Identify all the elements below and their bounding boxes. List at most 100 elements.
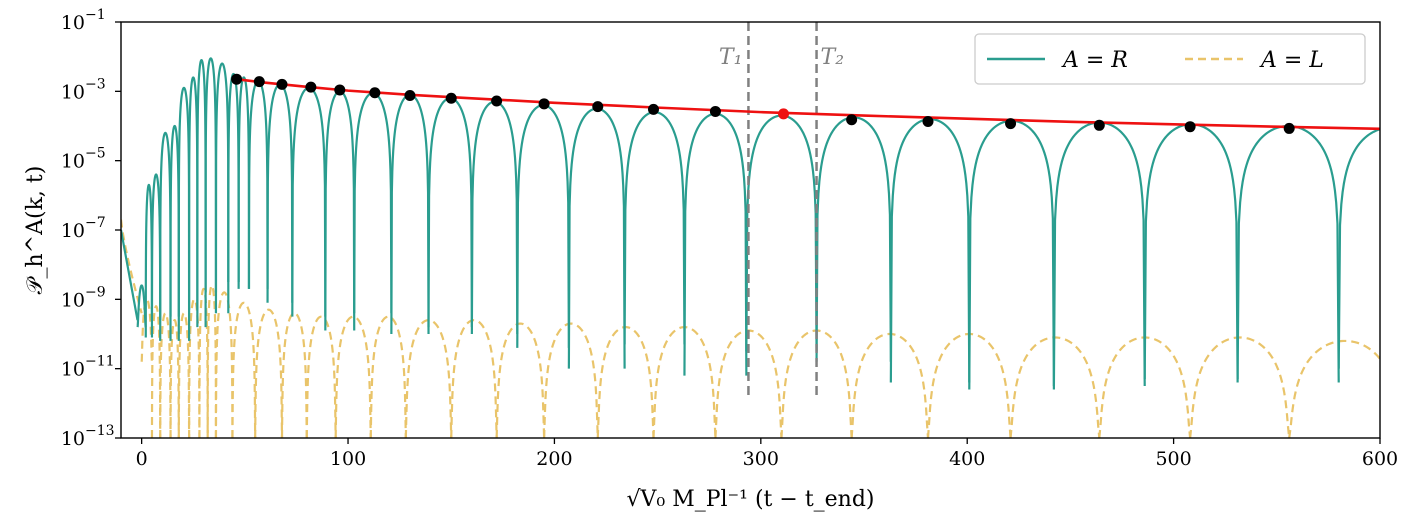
vertical-line-label: T₁: [719, 45, 743, 70]
y-tick-base: 10: [61, 428, 85, 450]
marker-black: [922, 115, 934, 127]
marker-black: [538, 98, 550, 110]
marker-black: [491, 95, 503, 107]
y-tick-exponent: −3: [85, 76, 106, 92]
legend-label: A = L: [1259, 48, 1324, 73]
marker-black: [231, 73, 243, 85]
x-tick-label: 100: [330, 448, 366, 470]
marker-black: [1283, 122, 1295, 134]
series-r-lobe: [227, 72, 240, 283]
series-r-lobe: [214, 62, 230, 314]
x-tick-label: 0: [136, 448, 148, 470]
x-tick-label: 400: [949, 448, 985, 470]
series-r-lobe: [177, 86, 191, 341]
marker-black: [445, 92, 457, 104]
y-tick-label: 10−13: [61, 423, 115, 450]
series-l-lobe: [254, 308, 284, 438]
marker-black: [709, 105, 721, 117]
y-tick-exponent: −7: [85, 215, 106, 231]
series-l-lobe: [140, 298, 154, 362]
series-r-lobe: [623, 111, 686, 345]
legend-box: [974, 33, 1366, 85]
legend-label: A = R: [1061, 48, 1128, 73]
series-l-lobe: [159, 312, 172, 438]
y-tick-exponent: −1: [85, 7, 106, 23]
series-l-lobe: [177, 312, 191, 438]
series-r: [121, 57, 1380, 390]
series-r-lobe: [353, 91, 393, 314]
series-r-initial-segment: [121, 229, 139, 321]
y-tick-base: 10: [61, 289, 85, 311]
marker-black: [276, 78, 288, 90]
y-tick-exponent: −13: [85, 423, 115, 439]
y-tick-label: 10−7: [61, 215, 106, 242]
series-r-lobe: [889, 117, 971, 383]
series-l-lobe: [369, 315, 407, 438]
marker-black: [369, 87, 381, 99]
marker-black: [647, 103, 659, 115]
marker-black: [846, 114, 858, 126]
vertical-line-label: T₂: [821, 45, 845, 70]
legend: A = R A = L: [974, 33, 1366, 85]
marker-black: [592, 101, 604, 113]
series-l-lobe: [404, 319, 453, 438]
series-r-lobe: [204, 57, 218, 293]
x-tick-label: 300: [743, 448, 779, 470]
series-r-lobe: [136, 284, 147, 328]
marker-black: [404, 89, 416, 101]
y-tick-exponent: −11: [85, 354, 115, 370]
y-tick-exponent: −9: [85, 284, 106, 300]
series-r-lobe: [150, 173, 162, 321]
series-l-lobe: [334, 315, 372, 438]
series-r-lobe: [196, 58, 207, 328]
series-r-lobe: [324, 90, 356, 331]
y-tick-label: 10−3: [61, 76, 106, 103]
series-l-lobe: [305, 315, 337, 438]
series-r-lobe: [237, 76, 251, 289]
series-r-lobe: [144, 183, 154, 338]
y-tick-label: 10−5: [61, 146, 106, 173]
x-tick-label: 500: [1155, 448, 1191, 470]
series-l: [121, 219, 1380, 438]
series-l-lobe: [231, 301, 257, 438]
series-r-lobe: [470, 100, 519, 335]
marker-black: [334, 84, 346, 96]
series-l-lobe: [543, 322, 599, 438]
series-l-lobe: [1189, 336, 1291, 438]
series-r-lobe: [745, 114, 818, 352]
y-tick-label: 10−1: [61, 7, 106, 34]
y-tick-base: 10: [61, 359, 85, 381]
series-l-lobe: [169, 318, 180, 438]
marker-black: [1184, 121, 1196, 133]
marker-red: [778, 108, 790, 120]
series-l-lobe: [214, 291, 234, 438]
y-tick-label: 10−9: [61, 284, 106, 311]
series-r-lobe: [567, 107, 626, 369]
series-l-lobe: [495, 322, 546, 438]
marker-black: [1005, 118, 1017, 130]
series-r-lobe: [159, 131, 172, 341]
fit-curve: [236, 77, 1380, 131]
series-r-lobe: [188, 76, 199, 310]
series-r-lobe: [1337, 128, 1380, 369]
series-r-lobe: [968, 119, 1055, 390]
x-axis-label: √V₀ M_Pl⁻¹ (t − t_end): [626, 487, 874, 512]
y-tick-base: 10: [61, 220, 85, 242]
series-r-lobe: [390, 93, 430, 335]
marker-black: [253, 76, 265, 88]
y-axis-label: 𝒫_h^A(k, t): [23, 166, 48, 295]
series-r-lobe: [427, 97, 473, 328]
series-r-lobe: [815, 116, 892, 362]
marker-black: [305, 81, 317, 93]
x-tick-label: 600: [1362, 448, 1398, 470]
series-r-lobe: [169, 124, 180, 317]
y-tick-label: 10−11: [61, 354, 115, 381]
series-r-lobe: [516, 104, 570, 348]
y-tick-base: 10: [61, 81, 85, 103]
x-tick-label: 200: [536, 448, 572, 470]
series-r-lobe: [291, 86, 327, 317]
series-l-lobe: [1288, 339, 1380, 438]
series-r-lobe: [247, 79, 269, 289]
series-l-lobe: [150, 305, 162, 438]
